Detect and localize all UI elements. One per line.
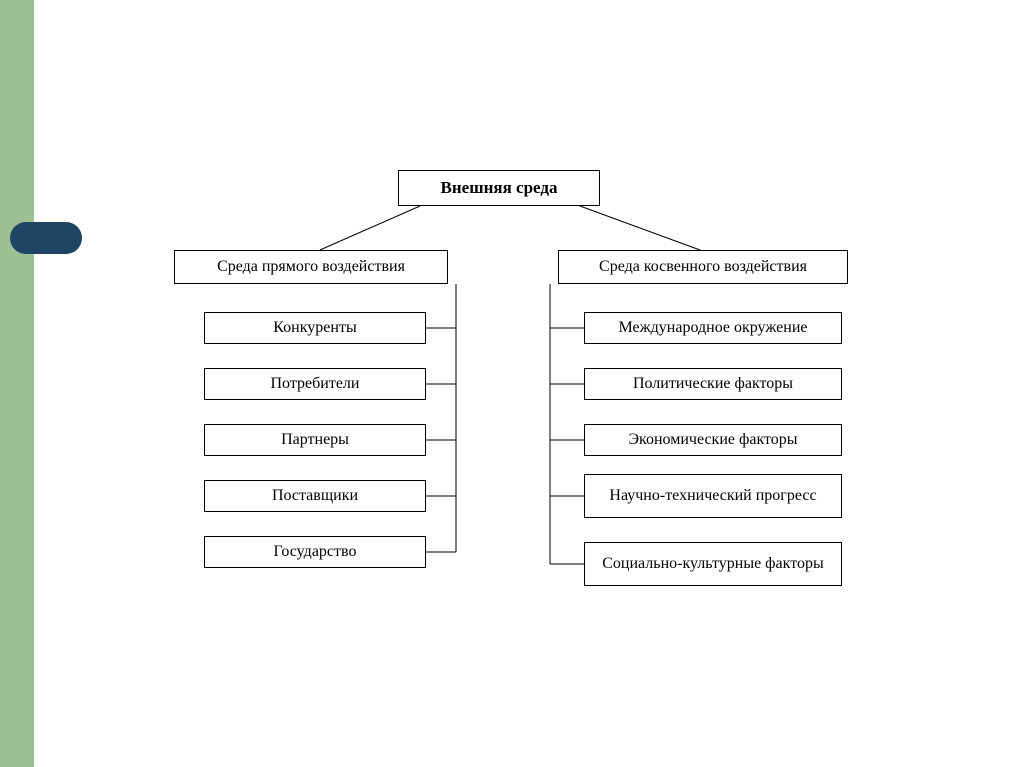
leaf-government: Государство: [204, 536, 426, 568]
leaf-partners: Партнеры: [204, 424, 426, 456]
root-node: Внешняя среда: [398, 170, 600, 206]
slide: Внешняя среда Среда прямого воздействия …: [0, 0, 1024, 767]
leaf-label: Социально-культурные факторы: [602, 555, 823, 573]
leaf-label: Конкуренты: [273, 319, 356, 337]
leaf-economic: Экономические факторы: [584, 424, 842, 456]
leaf-label: Научно-технический прогресс: [609, 487, 816, 505]
side-accent-band: [0, 0, 34, 767]
leaf-scitech: Научно-технический прогресс: [584, 474, 842, 518]
branch-direct-label: Среда прямого воздействия: [217, 258, 405, 276]
leaf-label: Партнеры: [281, 431, 349, 449]
leaf-label: Экономические факторы: [628, 431, 797, 449]
root-label: Внешняя среда: [441, 178, 558, 198]
branch-indirect: Среда косвенного воздействия: [558, 250, 848, 284]
branch-direct: Среда прямого воздействия: [174, 250, 448, 284]
accent-pill: [0, 0, 1024, 767]
leaf-competitors: Конкуренты: [204, 312, 426, 344]
leaf-label: Потребители: [271, 375, 360, 393]
leaf-label: Международное окружение: [618, 319, 807, 337]
leaf-label: Политические факторы: [633, 375, 793, 393]
leaf-label: Государство: [274, 543, 357, 561]
leaf-consumers: Потребители: [204, 368, 426, 400]
leaf-label: Поставщики: [272, 487, 358, 505]
leaf-suppliers: Поставщики: [204, 480, 426, 512]
leaf-sociocultural: Социально-культурные факторы: [584, 542, 842, 586]
leaf-international: Международное окружение: [584, 312, 842, 344]
diagram-connectors: [0, 0, 1024, 767]
leaf-political: Политические факторы: [584, 368, 842, 400]
branch-indirect-label: Среда косвенного воздействия: [599, 258, 807, 276]
